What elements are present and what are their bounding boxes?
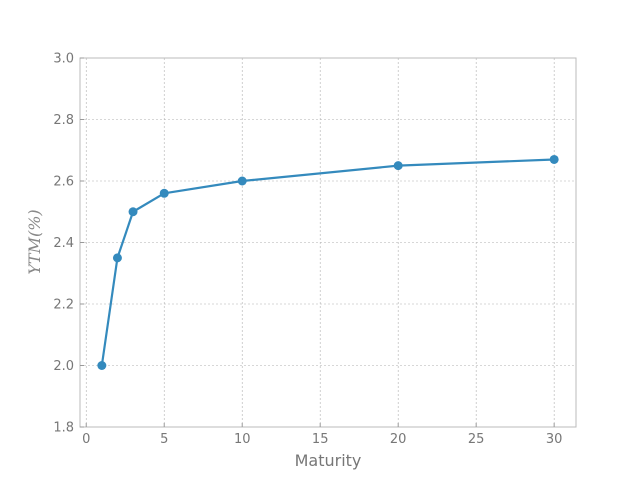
y-tick-label: 2.4 xyxy=(53,236,74,251)
y-tick-label: 2.6 xyxy=(53,175,74,190)
series-layer xyxy=(97,154,559,370)
data-point xyxy=(237,176,247,186)
y-tick-label: 3.0 xyxy=(53,52,74,67)
data-point xyxy=(159,188,169,198)
x-axis-ticks: 0 5 10 15 20 25 30 xyxy=(82,423,562,447)
y-tick-label: 2.0 xyxy=(53,359,74,374)
y-axis-ticks: 1.8 2.0 2.2 2.4 2.6 2.8 3.0 xyxy=(53,52,84,436)
grid-lines xyxy=(80,57,576,428)
x-tick-label: 20 xyxy=(390,432,407,447)
x-tick-label: 5 xyxy=(160,432,168,447)
x-tick-label: 25 xyxy=(468,432,485,447)
x-tick-label: 10 xyxy=(234,432,251,447)
x-axis-label: Maturity xyxy=(295,451,362,470)
series-line xyxy=(100,158,555,366)
data-point xyxy=(128,207,138,217)
y-tick-label: 2.2 xyxy=(53,298,74,313)
data-point xyxy=(393,161,403,171)
y-tick-label: 1.8 xyxy=(53,421,74,436)
x-tick-label: 30 xyxy=(546,432,563,447)
y-tick-label: 2.8 xyxy=(53,113,74,128)
data-point xyxy=(549,154,559,164)
data-point xyxy=(97,361,107,370)
x-tick-label: 0 xyxy=(82,432,90,447)
data-point xyxy=(112,253,122,263)
x-tick-label: 15 xyxy=(312,432,329,447)
y-axis-label: YTM(%) xyxy=(25,209,44,274)
